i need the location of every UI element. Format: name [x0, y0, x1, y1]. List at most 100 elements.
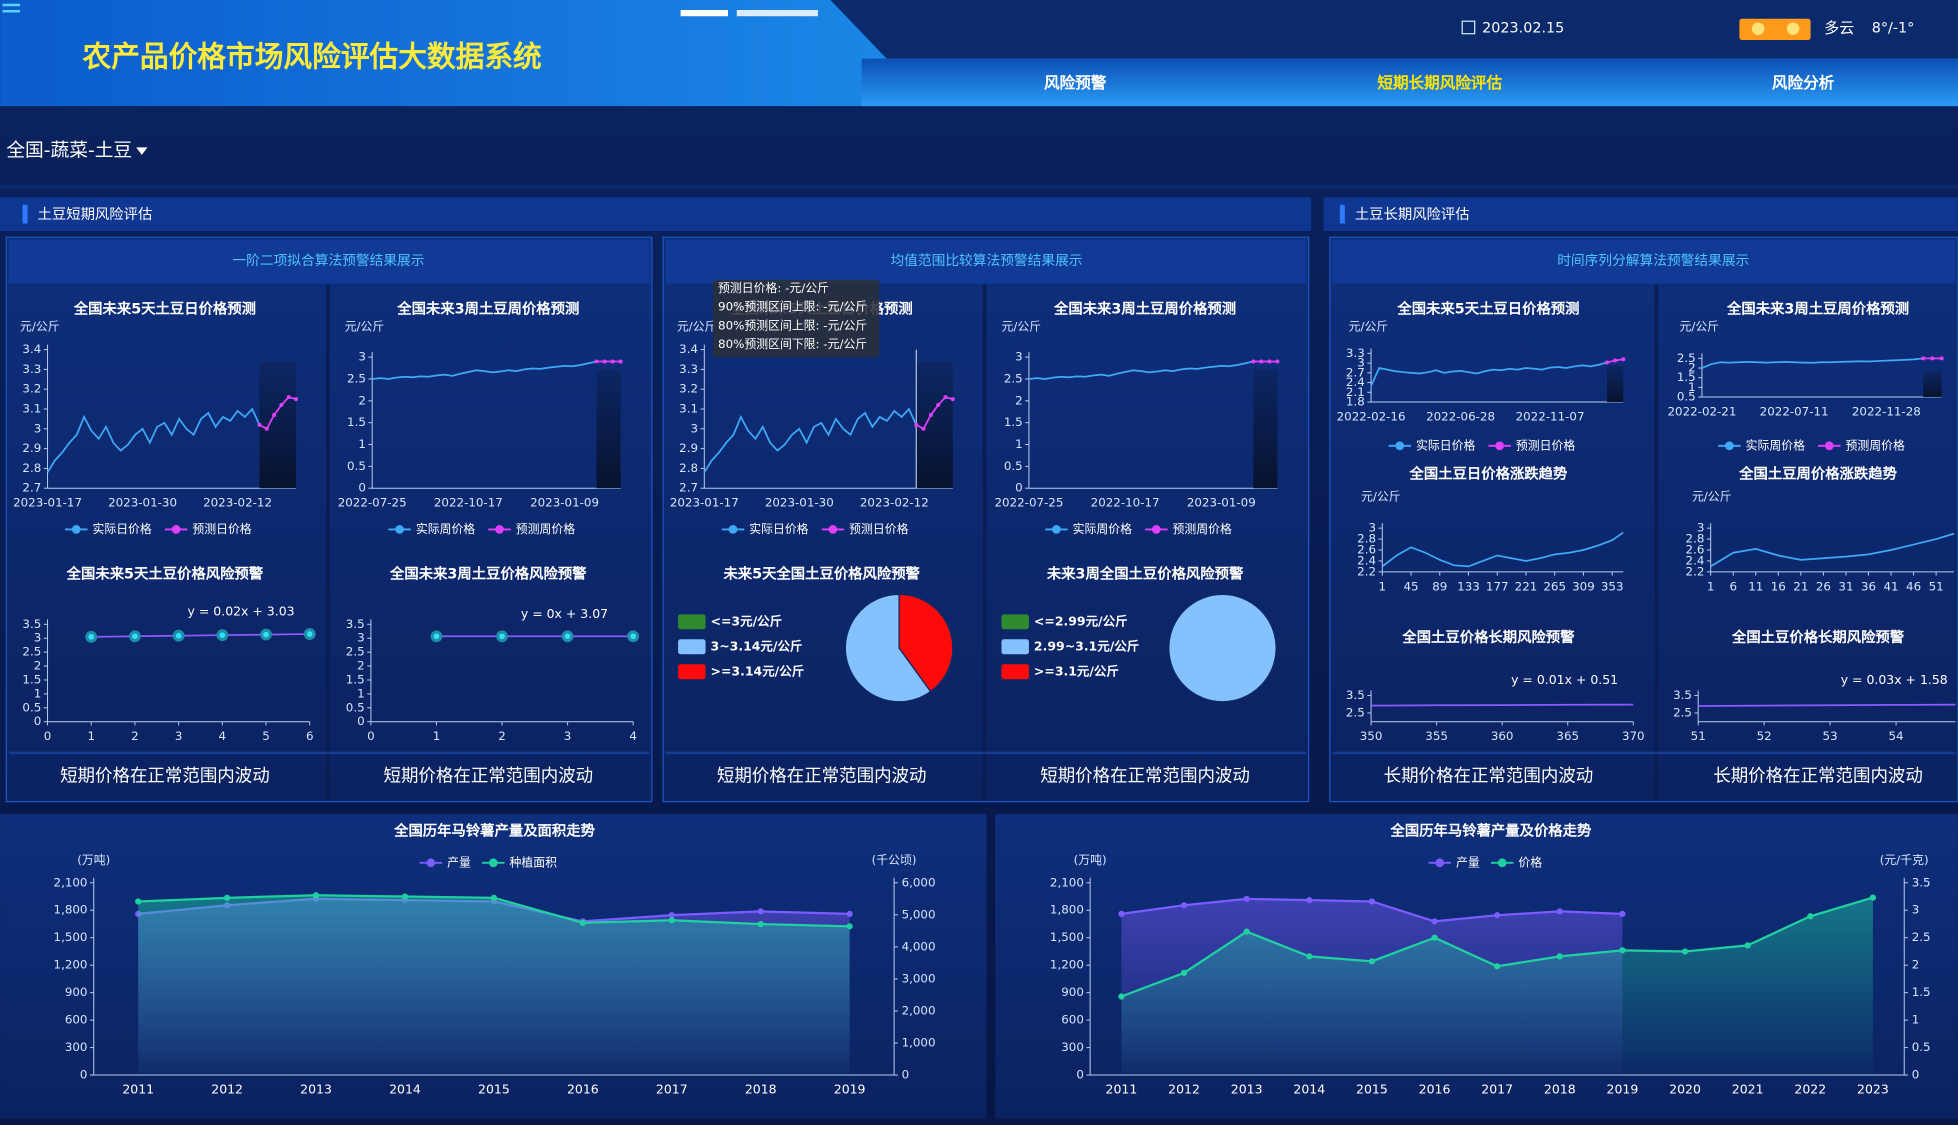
tooltip-line: 预测日价格: -元/公斤 [718, 281, 829, 295]
weather: 多云 [1824, 19, 1854, 37]
date: 2023.02.15 [1482, 21, 1564, 37]
x-tick-label: 2023-01-30 [108, 496, 177, 510]
weather-icon-sun [1786, 22, 1800, 35]
pie-slice [1168, 593, 1277, 703]
section-bar [1323, 197, 1958, 231]
x-tick-label: 11 [1748, 579, 1763, 593]
x-tick-label: 2013 [1231, 1082, 1263, 1097]
forecast-region [1607, 365, 1624, 403]
series-line [1701, 357, 1924, 369]
x-tick-label: 2014 [1293, 1082, 1325, 1097]
y-tick-label: 2,100 [1050, 875, 1084, 889]
header-deco [736, 9, 818, 17]
y-tick-label: 2 [34, 659, 42, 673]
x-tick-label: 45 [1403, 579, 1418, 593]
data-point [224, 894, 231, 901]
y-tick-label: 2 [357, 659, 365, 673]
status-text: 短期价格在正常范围内波动 [1040, 767, 1250, 787]
y-tick-label: 3 [357, 631, 365, 645]
x-tick-label: 1 [1379, 579, 1387, 593]
data-point [172, 629, 185, 642]
x-tick-label: 31 [1838, 579, 1853, 593]
chart-title: 未来5天全国土豆价格风险预警 [723, 564, 920, 582]
data-point [846, 923, 853, 930]
trend-equation: y = 0.01x + 0.51 [1511, 672, 1618, 687]
y-tick-label: 2.4 [1346, 375, 1365, 389]
x-tick-label: 46 [1906, 579, 1921, 593]
forecast-point [1621, 357, 1626, 362]
series-line [1028, 360, 1254, 380]
nav-item[interactable]: 风险预警 [1044, 73, 1107, 92]
panel-title: 均值范围比较算法预警结果展示 [890, 253, 1082, 269]
y-tick-label: 0.5 [1677, 390, 1696, 404]
y2-tick-label: 3,000 [902, 971, 936, 985]
legend-marker [495, 525, 504, 534]
section-marker [1339, 204, 1345, 224]
data-point [1681, 948, 1689, 955]
forecast-point [1259, 359, 1264, 364]
x-tick-label: 2015 [478, 1082, 510, 1097]
forecast-point [286, 395, 291, 400]
y-tick-label: 3.1 [679, 402, 698, 416]
region-selector[interactable]: 全国-蔬菜-土豆 [6, 141, 132, 162]
y-tick-label: 1.5 [1677, 370, 1696, 384]
y-tick-label: 0.5 [346, 700, 365, 714]
legend-swatch [1001, 664, 1029, 680]
trend-equation: y = 0x + 3.07 [521, 606, 608, 621]
chart-title: 全国未来5天土豆价格风险预警 [66, 564, 264, 582]
trend-equation: y = 0.03x + 1.58 [1841, 672, 1948, 687]
forecast-point [936, 403, 941, 408]
forecast-point [1939, 356, 1944, 361]
y-tick-label: 2.5 [1004, 371, 1023, 385]
x-tick-label: 2019 [834, 1082, 866, 1097]
x-tick-label: 353 [1601, 579, 1624, 593]
series-line [1710, 532, 1955, 568]
forecast-point [1930, 356, 1935, 361]
y-tick-label: 1 [358, 437, 366, 451]
y-tick-label: 3 [1369, 521, 1377, 535]
panel [1329, 236, 1958, 803]
series-line [91, 633, 310, 638]
axis-unit: 元/公斤 [1679, 320, 1719, 334]
menu-icon[interactable] [2, 3, 21, 7]
x-tick-label: 2011 [1106, 1082, 1138, 1097]
y-tick-label: 0 [80, 1068, 88, 1082]
weather-icon [1739, 18, 1811, 40]
x-tick-label: 0 [44, 729, 52, 743]
y-tick-label: 1.8 [1346, 395, 1365, 409]
series-line [46, 407, 261, 473]
forecast-point [928, 412, 933, 417]
x-tick-label: 360 [1491, 729, 1514, 743]
status-text: 短期价格在正常范围内波动 [60, 767, 270, 787]
x-tick-label: 2022-07-11 [1760, 405, 1829, 419]
data-point [1431, 918, 1438, 925]
data-point [85, 630, 98, 643]
data-point [846, 910, 853, 918]
y-tick-label: 2,100 [54, 875, 88, 889]
data-point [1118, 993, 1125, 1000]
y-tick-label: 2.5 [1677, 351, 1696, 365]
nav-item[interactable]: 风险分析 [1772, 73, 1835, 92]
x-tick-label: 221 [1515, 579, 1538, 593]
forecast-point [1605, 360, 1610, 365]
x-tick-label: 26 [1816, 579, 1831, 593]
x-tick-label: 2022-10-17 [1091, 496, 1160, 510]
chart-title: 全国未来5天土豆日价格预测 [1396, 300, 1579, 318]
y-tick-label: 2.9 [22, 441, 41, 455]
y-tick-label: 2 [1015, 393, 1023, 407]
x-tick-label: 5 [262, 729, 270, 743]
series-line [703, 407, 918, 473]
tooltip-line: 80%预测区间上限: -元/公斤 [718, 318, 867, 332]
legend-marker [1824, 441, 1834, 451]
x-tick-label: 2023 [1857, 1082, 1889, 1097]
x-tick-label: 355 [1425, 729, 1448, 743]
divider [0, 184, 1958, 189]
y-tick-label: 1 [357, 686, 365, 700]
y-tick-label: 3 [1015, 350, 1023, 364]
dropdown-arrow[interactable] [136, 147, 148, 155]
y-tick-label: 1,800 [54, 903, 88, 917]
nav-item[interactable]: 短期长期风险评估 [1377, 73, 1502, 92]
status-text: 短期价格在正常范围内波动 [383, 767, 593, 787]
y-tick-label: 3.2 [679, 382, 698, 396]
